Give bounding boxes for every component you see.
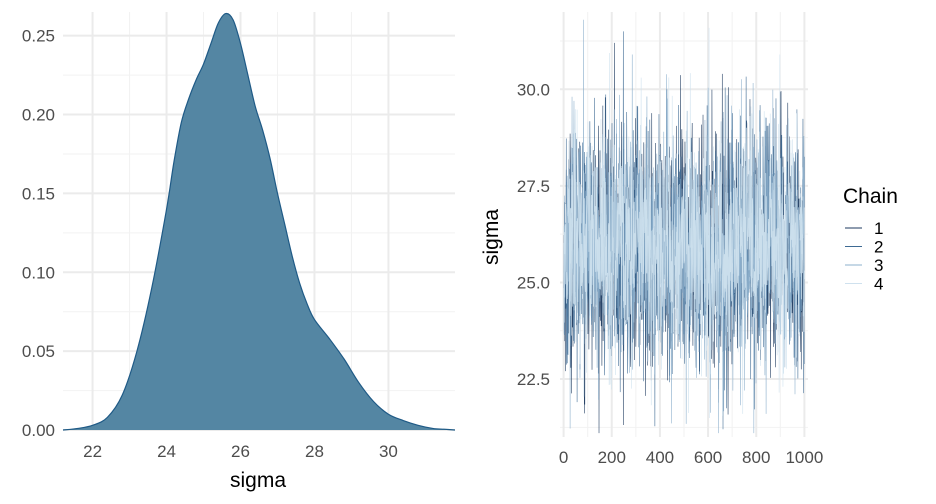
legend-label-chain-1: 1	[874, 219, 883, 238]
trace-x-tick-label: 400	[646, 448, 674, 467]
density-y-tick-label: 0.05	[22, 342, 55, 361]
trace-y-tick-labels: 22.5 25.0 27.5 30.0	[517, 80, 550, 389]
trace-y-tick-label: 27.5	[517, 177, 550, 196]
trace-series-lines	[563, 19, 805, 434]
density-y-tick-labels: 0.00 0.05 0.10 0.15 0.20 0.25	[22, 27, 55, 440]
density-x-tick-label: 26	[231, 442, 250, 461]
legend-label-chain-3: 3	[874, 256, 883, 275]
legend-label-chain-2: 2	[874, 238, 883, 257]
density-y-tick-label: 0.25	[22, 27, 55, 46]
trace-y-tick-label: 22.5	[517, 370, 550, 389]
density-plot-panel: 0.00 0.05 0.10 0.15 0.20 0.25 22 24 26 28 30 sigm…	[22, 12, 456, 492]
trace-x-tick-labels: 0 200 400 600 800 1000	[559, 448, 823, 467]
density-y-tick-label: 0.00	[22, 421, 55, 440]
density-x-tick-label: 28	[305, 442, 324, 461]
trace-x-tick-label: 200	[598, 448, 626, 467]
trace-y-tick-label: 25.0	[517, 273, 550, 292]
legend-title: Chain	[843, 185, 898, 208]
trace-x-tick-label: 0	[559, 448, 568, 467]
trace-y-tick-label: 30.0	[517, 80, 550, 99]
trace-line-chain-4	[563, 27, 805, 419]
density-x-axis-title: sigma	[230, 469, 286, 492]
density-x-tick-label: 24	[157, 442, 176, 461]
legend-label-chain-4: 4	[874, 275, 883, 294]
density-y-tick-label: 0.15	[22, 184, 55, 203]
trace-x-tick-label: 1000	[785, 448, 823, 467]
density-x-tick-label: 22	[83, 442, 102, 461]
density-area	[63, 13, 455, 430]
density-y-tick-label: 0.10	[22, 263, 55, 282]
trace-x-tick-label: 600	[694, 448, 722, 467]
trace-y-axis-title: sigma	[480, 209, 503, 265]
trace-x-tick-label: 800	[742, 448, 770, 467]
density-x-tick-label: 30	[379, 442, 398, 461]
density-y-tick-label: 0.20	[22, 106, 55, 125]
trace-plot-panel: 22.5 25.0 27.5 30.0 0 200 400 600 800 1000 sigma	[480, 12, 823, 467]
density-outline	[62, 12, 456, 431]
density-x-tick-labels: 22 24 26 28 30	[83, 442, 398, 461]
